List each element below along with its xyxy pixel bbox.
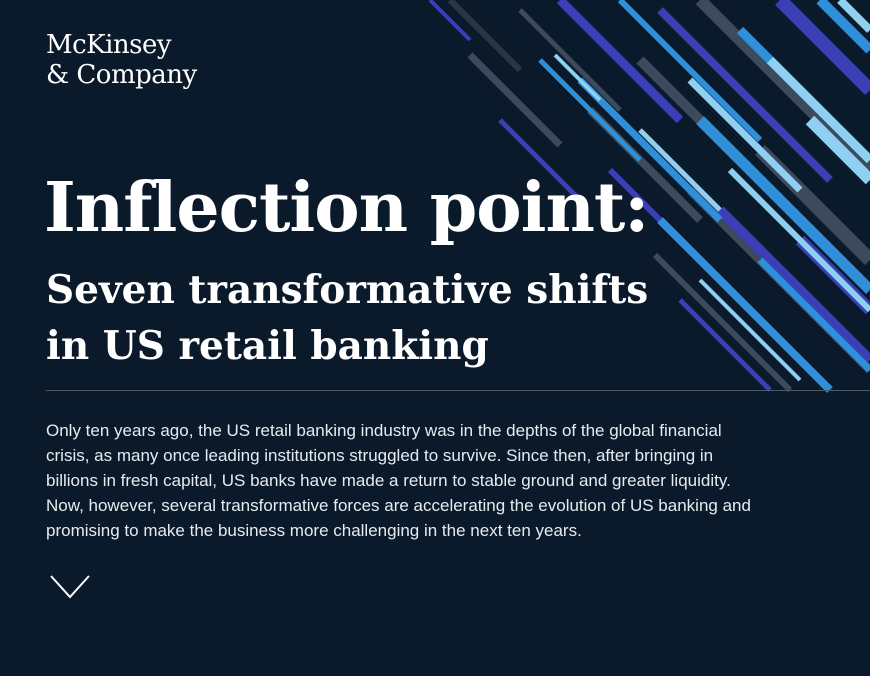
logo-line-1: McKinsey (46, 30, 172, 60)
subtitle-line-1: Seven transformative shifts (46, 267, 649, 313)
logo-line-2: & Company (46, 60, 197, 90)
company-logo: McKinsey & Company (46, 30, 197, 90)
page-title: Inflection point: (44, 168, 649, 248)
divider (46, 390, 870, 391)
subtitle-line-2: in US retail banking (46, 323, 489, 369)
page-subtitle: Seven transformative shifts in US retail… (46, 262, 686, 374)
chevron-down-icon[interactable] (50, 574, 90, 600)
intro-paragraph: Only ten years ago, the US retail bankin… (46, 421, 751, 540)
